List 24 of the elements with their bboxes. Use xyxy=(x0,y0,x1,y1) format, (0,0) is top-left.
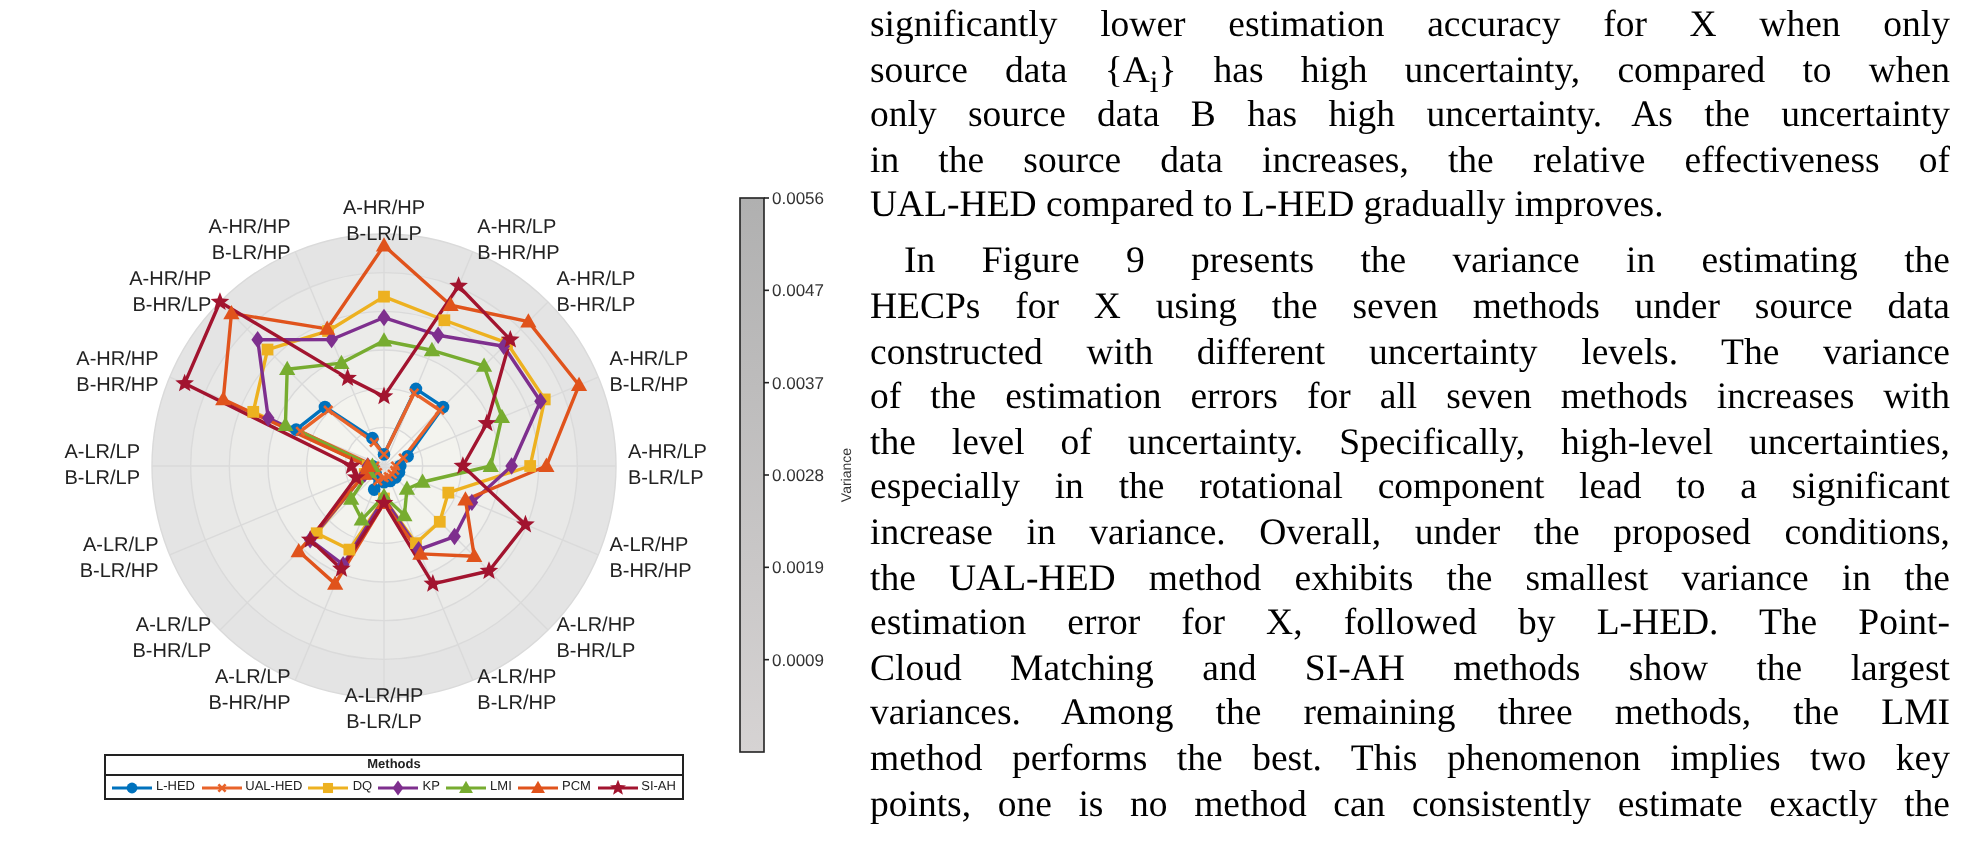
spoke-label: A-LR/LP B-LR/HP xyxy=(79,535,160,584)
spoke-label: A-HR/LP B-LR/LP xyxy=(628,442,708,490)
text: In Figure 9 presents the variance in estimating the HECPs for X using the seven methods under source data constructed with different uncertainty levels. The variance of the estimation errors for all seven methods increases with the level of uncertainty. Specifically, high-level uncertainties, especially in the rotational component lead to a significant increase in variance. Overall, under the proposed conditions, the UAL-HED method exhibits the smallest variance in the estimation error for X, followed by L-HED. The Point- Cloud Matching and SI-AH methods show the largest variances. Among the remaining three methods, the LMI method performs the best. This phenomenon implies two key points, one is no method can consistently estimate exactly the xyxy=(870,240,1950,826)
spoke-label: A-LR/LP B-HR/HP xyxy=(208,667,292,716)
spoke-label: A-LR/HP B-LR/LP xyxy=(344,686,425,734)
spoke-label: A-HR/HP B-HR/LP xyxy=(129,269,213,318)
spoke-label: A-LR/LP B-HR/LP xyxy=(132,614,213,663)
spoke-label: A-HR/LP B-HR/LP xyxy=(556,269,637,318)
spoke-label: A-HR/HP B-LR/LP xyxy=(342,198,426,246)
text: significantly lower estimation accuracy for X when only source data {A$_{i}$} has high uncertainty, compared to when only source data B has high uncertainty. As the uncertainty in the source data increases, the relative effectiveness of UAL-HED compared to L-HED gradually improves. xyxy=(870,4,1950,230)
text: 0.0047 xyxy=(772,280,825,301)
text: 0.0019 xyxy=(772,557,825,578)
spoke-label: A-HR/LP B-LR/HP xyxy=(609,348,689,397)
spoke-label: A-LR/HP B-LR/HP xyxy=(477,667,557,716)
text: 0.0009 xyxy=(772,649,825,670)
text: 0.0028 xyxy=(772,465,825,485)
text: 0.0056 xyxy=(772,188,825,208)
spoke-label: A-HR/HP B-HR/HP xyxy=(76,348,160,397)
spoke-label: A-LR/HP B-HR/HP xyxy=(609,535,693,584)
spoke-label: A-HR/HP B-LR/HP xyxy=(208,216,292,265)
spoke-label: A-HR/LP B-HR/HP xyxy=(477,216,561,265)
spoke-label: A-LR/LP B-LR/LP xyxy=(64,442,141,490)
text: 0.0037 xyxy=(772,372,825,393)
spoke-label: A-LR/HP B-HR/LP xyxy=(556,614,637,663)
